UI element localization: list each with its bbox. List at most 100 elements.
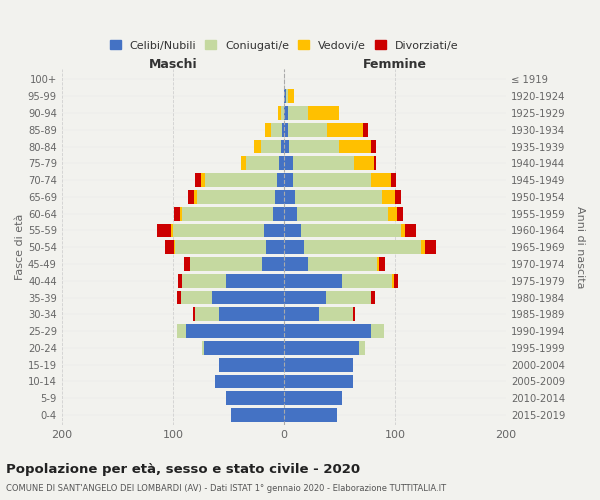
Bar: [284, 123, 289, 136]
Bar: [278, 106, 281, 120]
Bar: [284, 240, 304, 254]
Bar: [177, 290, 181, 304]
Bar: [273, 207, 284, 220]
Bar: [197, 190, 275, 203]
Bar: [277, 173, 284, 187]
Bar: [379, 257, 385, 271]
Bar: [284, 358, 353, 372]
Bar: [392, 274, 394, 287]
Bar: [262, 257, 284, 271]
Bar: [382, 190, 395, 203]
Bar: [340, 140, 371, 153]
Bar: [281, 123, 284, 136]
Bar: [286, 90, 289, 103]
Bar: [354, 156, 374, 170]
Bar: [289, 140, 340, 153]
Bar: [200, 173, 205, 187]
Legend: Celibi/Nubili, Coniugati/e, Vedovi/e, Divorziati/e: Celibi/Nubili, Coniugati/e, Vedovi/e, Di…: [105, 36, 463, 55]
Bar: [226, 274, 284, 287]
Text: Femmine: Femmine: [363, 58, 427, 71]
Bar: [371, 290, 375, 304]
Bar: [271, 123, 281, 136]
Bar: [281, 140, 284, 153]
Bar: [284, 290, 326, 304]
Bar: [293, 173, 371, 187]
Bar: [293, 156, 354, 170]
Bar: [230, 408, 284, 422]
Bar: [281, 106, 284, 120]
Bar: [371, 173, 391, 187]
Bar: [341, 274, 392, 287]
Bar: [186, 324, 284, 338]
Bar: [394, 274, 398, 287]
Bar: [319, 308, 353, 321]
Bar: [178, 274, 182, 287]
Bar: [284, 392, 341, 405]
Bar: [397, 207, 403, 220]
Bar: [190, 257, 262, 271]
Bar: [179, 207, 182, 220]
Bar: [215, 374, 284, 388]
Bar: [204, 341, 284, 355]
Bar: [308, 257, 377, 271]
Bar: [421, 240, 425, 254]
Bar: [220, 308, 284, 321]
Y-axis label: Fasce di età: Fasce di età: [15, 214, 25, 280]
Bar: [297, 207, 388, 220]
Bar: [264, 224, 284, 237]
Bar: [284, 90, 286, 103]
Bar: [284, 408, 337, 422]
Bar: [220, 358, 284, 372]
Bar: [202, 341, 204, 355]
Bar: [280, 156, 284, 170]
Bar: [377, 257, 379, 271]
Bar: [195, 173, 200, 187]
Bar: [205, 173, 277, 187]
Bar: [284, 274, 341, 287]
Bar: [177, 324, 186, 338]
Bar: [401, 224, 405, 237]
Bar: [226, 392, 284, 405]
Text: COMUNE DI SANT'ANGELO DEI LOMBARDI (AV) - Dati ISTAT 1° gennaio 2020 - Elaborazi: COMUNE DI SANT'ANGELO DEI LOMBARDI (AV) …: [6, 484, 446, 493]
Bar: [353, 308, 355, 321]
Bar: [212, 290, 284, 304]
Bar: [284, 207, 297, 220]
Bar: [326, 290, 371, 304]
Bar: [327, 123, 363, 136]
Bar: [170, 224, 173, 237]
Bar: [284, 106, 289, 120]
Bar: [284, 190, 295, 203]
Bar: [157, 224, 170, 237]
Bar: [284, 308, 319, 321]
Bar: [254, 140, 260, 153]
Bar: [304, 240, 421, 254]
Bar: [284, 140, 289, 153]
Bar: [181, 290, 212, 304]
Bar: [405, 224, 416, 237]
Text: Popolazione per età, sesso e stato civile - 2020: Popolazione per età, sesso e stato civil…: [6, 462, 360, 475]
Bar: [275, 190, 284, 203]
Bar: [391, 173, 396, 187]
Bar: [182, 207, 273, 220]
Bar: [371, 140, 376, 153]
Bar: [363, 123, 368, 136]
Bar: [195, 308, 220, 321]
Bar: [284, 156, 293, 170]
Bar: [295, 190, 382, 203]
Bar: [284, 341, 359, 355]
Bar: [425, 240, 436, 254]
Bar: [289, 106, 308, 120]
Bar: [289, 90, 294, 103]
Bar: [371, 324, 384, 338]
Bar: [246, 156, 280, 170]
Bar: [284, 257, 308, 271]
Bar: [188, 190, 194, 203]
Bar: [359, 341, 365, 355]
Bar: [284, 224, 301, 237]
Bar: [284, 324, 371, 338]
Bar: [301, 224, 401, 237]
Bar: [374, 156, 376, 170]
Bar: [165, 240, 174, 254]
Bar: [308, 106, 340, 120]
Bar: [241, 156, 246, 170]
